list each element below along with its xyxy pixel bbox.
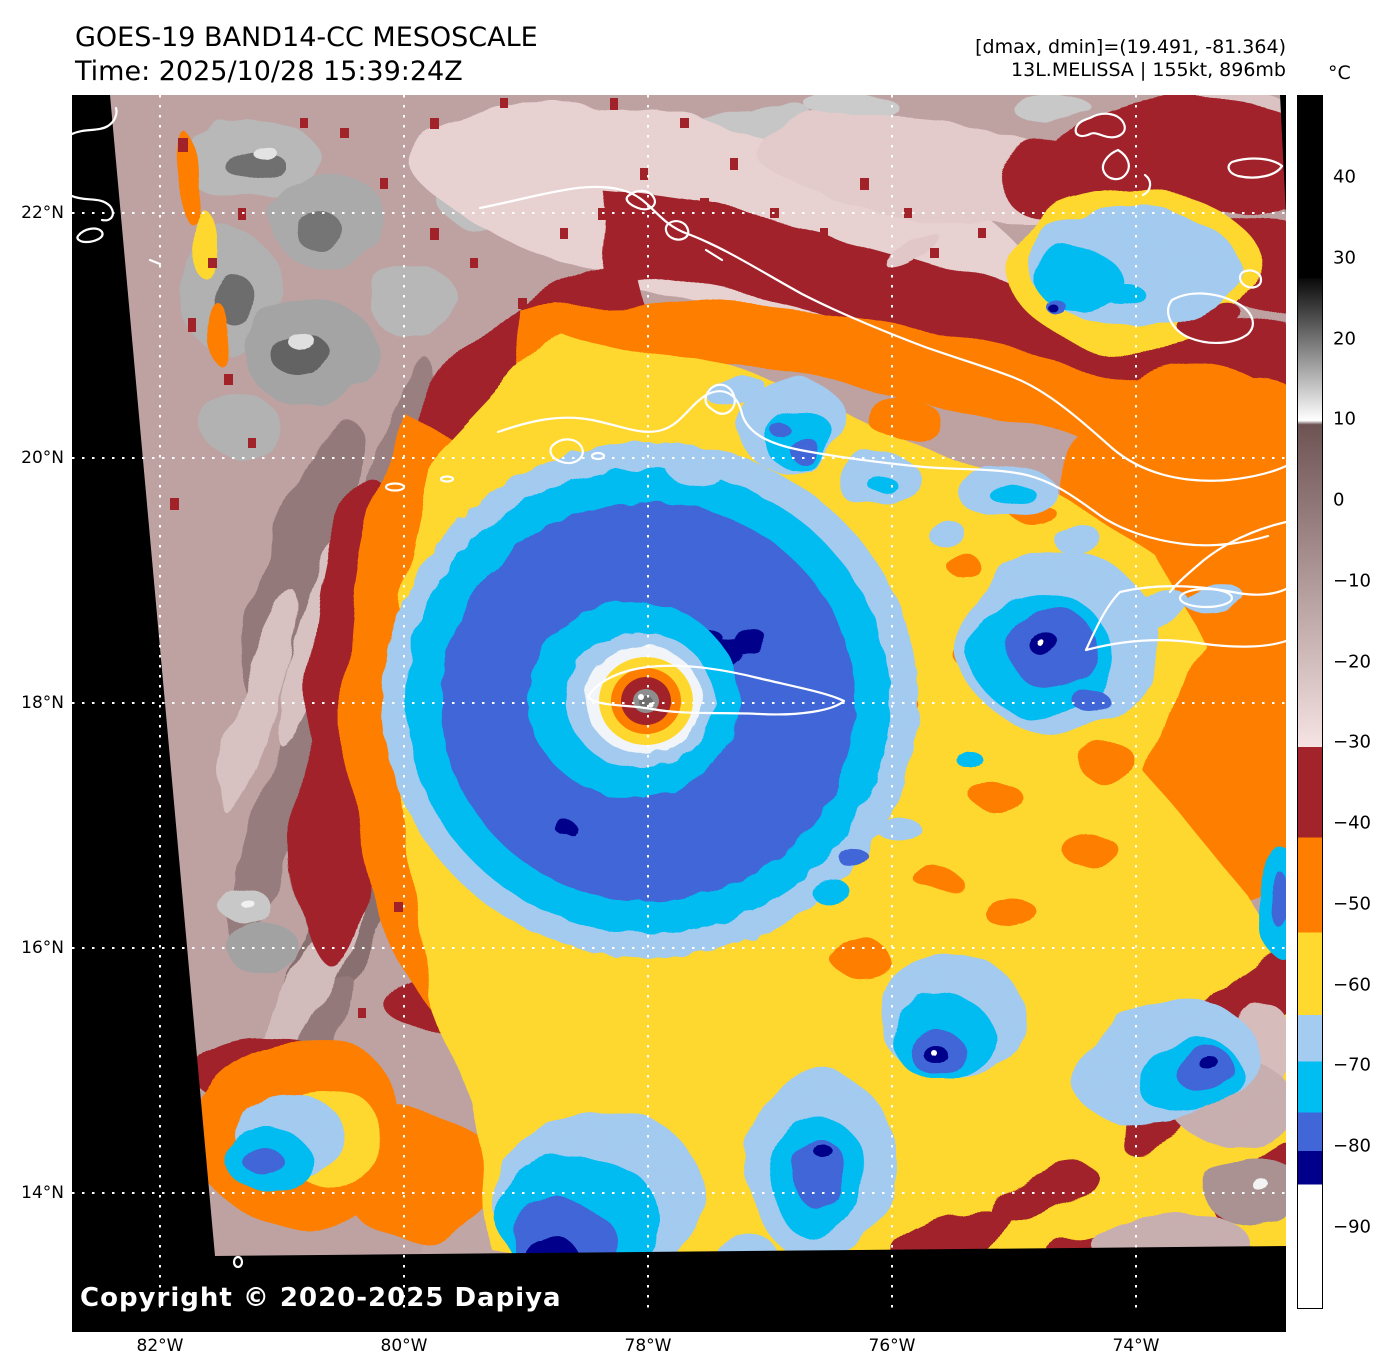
coastline-inagua bbox=[1166, 292, 1254, 344]
lat-tick-label: 16°N bbox=[21, 938, 64, 958]
page-title: GOES-19 BAND14-CC MESOSCALE bbox=[75, 22, 538, 53]
colorbar-tick-label: −10 bbox=[1333, 570, 1371, 592]
colorbar-tick-label: −60 bbox=[1333, 974, 1371, 996]
lon-tick-label: 78°W bbox=[624, 1336, 672, 1356]
colorbar-unit: °C bbox=[1328, 62, 1351, 84]
colorbar-tick-label: −80 bbox=[1333, 1135, 1371, 1157]
colorbar-tick-label: −40 bbox=[1333, 812, 1371, 834]
colorbar-tick-label: 10 bbox=[1333, 408, 1356, 430]
coastline-cuba-north bbox=[478, 185, 1286, 482]
colorbar-tick-label: −50 bbox=[1333, 893, 1371, 915]
ir-imagery bbox=[110, 95, 1286, 1256]
colorbar-tick-label: −30 bbox=[1333, 731, 1371, 753]
coastline-cuba-south bbox=[496, 390, 1270, 547]
lat-tick-label: 18°N bbox=[21, 693, 64, 713]
timestamp: Time: 2025/10/28 15:39:24Z bbox=[75, 56, 463, 87]
colorbar-tick-label: 20 bbox=[1333, 328, 1356, 350]
lat-tick-label: 22°N bbox=[21, 203, 64, 223]
noise-texture bbox=[110, 95, 1286, 1256]
coastline-providencia bbox=[232, 1255, 244, 1269]
lon-tick-label: 82°W bbox=[136, 1336, 184, 1356]
copyright: Copyright © 2020-2025 Dapiya bbox=[80, 1283, 562, 1313]
colorbar-tick-label: −90 bbox=[1333, 1216, 1371, 1238]
colorbar-tick-label: 40 bbox=[1333, 166, 1356, 188]
colorbar-tick-label: 30 bbox=[1333, 247, 1356, 269]
lat-tick-label: 20°N bbox=[21, 448, 64, 468]
colorbar-tick-label: −20 bbox=[1333, 651, 1371, 673]
lon-tick-label: 80°W bbox=[380, 1336, 428, 1356]
lat-tick-label: 14°N bbox=[21, 1183, 64, 1203]
coastline-cuba-keys bbox=[625, 189, 736, 415]
colorbar-tick-label: 0 bbox=[1333, 489, 1345, 511]
coastline-west-edge bbox=[72, 106, 162, 266]
colorbar-tick-label: −70 bbox=[1333, 1054, 1371, 1076]
satellite-map: Copyright © 2020-2025 Dapiya bbox=[72, 95, 1286, 1332]
storm-info: 13L.MELISSA | 155kt, 896mb bbox=[1011, 59, 1286, 81]
colorbar bbox=[1297, 95, 1323, 1309]
satellite-image bbox=[72, 95, 1286, 1332]
graticule bbox=[72, 95, 1286, 1312]
lon-tick-label: 74°W bbox=[1112, 1336, 1160, 1356]
coastline-bahamas bbox=[1074, 112, 1284, 289]
lon-tick-label: 76°W bbox=[868, 1336, 916, 1356]
dmax-dmin-readout: [dmax, dmin]=(19.491, -81.364) bbox=[975, 36, 1286, 58]
coastline-lake bbox=[1178, 587, 1234, 609]
coastline-hispaniola bbox=[1084, 520, 1286, 652]
